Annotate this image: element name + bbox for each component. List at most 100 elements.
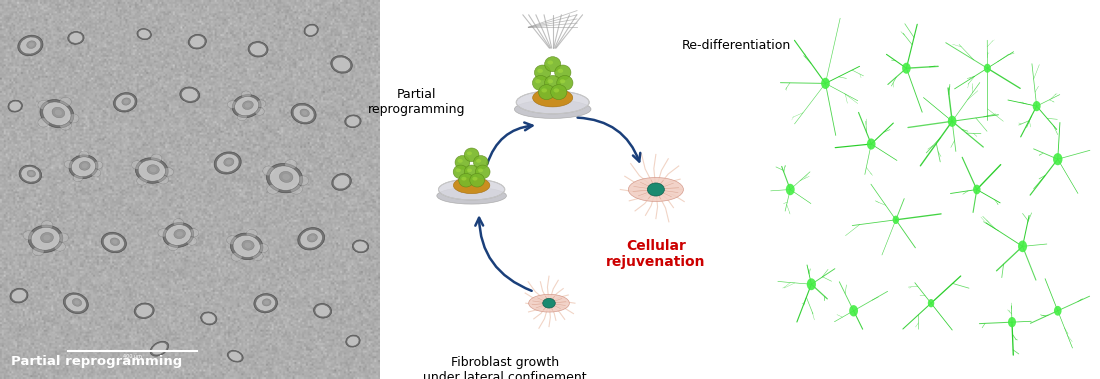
Ellipse shape <box>37 100 50 110</box>
Ellipse shape <box>806 278 816 290</box>
Ellipse shape <box>75 300 79 304</box>
Ellipse shape <box>315 305 330 317</box>
Ellipse shape <box>532 89 573 107</box>
Ellipse shape <box>182 88 198 101</box>
Ellipse shape <box>132 161 143 169</box>
Ellipse shape <box>134 303 154 319</box>
Ellipse shape <box>152 343 167 355</box>
Ellipse shape <box>136 177 147 185</box>
Ellipse shape <box>242 240 254 250</box>
Ellipse shape <box>66 294 86 312</box>
Ellipse shape <box>101 232 127 253</box>
Ellipse shape <box>233 235 261 257</box>
Ellipse shape <box>344 115 361 128</box>
Ellipse shape <box>256 100 266 108</box>
Ellipse shape <box>455 155 470 169</box>
Ellipse shape <box>31 227 59 250</box>
Ellipse shape <box>54 242 66 251</box>
Ellipse shape <box>187 237 197 245</box>
Ellipse shape <box>29 172 34 175</box>
Ellipse shape <box>242 101 253 110</box>
Ellipse shape <box>103 234 124 251</box>
Ellipse shape <box>23 231 34 240</box>
Ellipse shape <box>122 98 131 105</box>
Ellipse shape <box>37 118 50 127</box>
Ellipse shape <box>139 30 151 39</box>
Ellipse shape <box>267 185 279 194</box>
Ellipse shape <box>64 293 88 313</box>
Ellipse shape <box>241 91 251 99</box>
Ellipse shape <box>1008 317 1016 327</box>
Ellipse shape <box>439 179 505 200</box>
Ellipse shape <box>124 100 129 103</box>
Ellipse shape <box>230 233 263 260</box>
Ellipse shape <box>948 116 957 127</box>
Ellipse shape <box>437 188 506 204</box>
Ellipse shape <box>300 229 322 248</box>
Ellipse shape <box>26 41 36 49</box>
Ellipse shape <box>536 79 541 83</box>
Ellipse shape <box>532 75 549 91</box>
Ellipse shape <box>314 304 332 318</box>
Ellipse shape <box>558 69 563 73</box>
Ellipse shape <box>112 240 118 244</box>
Ellipse shape <box>11 290 26 302</box>
Ellipse shape <box>333 175 350 189</box>
Ellipse shape <box>228 101 238 108</box>
Ellipse shape <box>262 299 271 306</box>
Ellipse shape <box>28 170 35 177</box>
Ellipse shape <box>68 31 84 44</box>
Ellipse shape <box>453 165 468 179</box>
Ellipse shape <box>8 100 22 112</box>
Ellipse shape <box>292 103 316 124</box>
Ellipse shape <box>20 37 41 54</box>
Ellipse shape <box>234 97 258 116</box>
Ellipse shape <box>200 312 217 325</box>
Ellipse shape <box>113 92 136 112</box>
Ellipse shape <box>228 351 243 362</box>
Ellipse shape <box>537 69 543 73</box>
Ellipse shape <box>902 63 911 74</box>
Ellipse shape <box>470 174 484 187</box>
Ellipse shape <box>466 151 472 155</box>
Ellipse shape <box>290 185 303 194</box>
Ellipse shape <box>223 158 234 166</box>
Ellipse shape <box>190 36 205 48</box>
Ellipse shape <box>648 183 664 196</box>
Ellipse shape <box>983 64 991 73</box>
Ellipse shape <box>188 34 207 49</box>
Ellipse shape <box>529 294 570 312</box>
Ellipse shape <box>79 161 90 170</box>
Ellipse shape <box>475 165 490 179</box>
Ellipse shape <box>231 252 242 261</box>
Ellipse shape <box>544 75 561 91</box>
Text: Partial reprogramming: Partial reprogramming <box>11 355 183 368</box>
Ellipse shape <box>472 177 477 181</box>
Ellipse shape <box>263 166 275 176</box>
Ellipse shape <box>551 85 566 100</box>
Ellipse shape <box>74 174 82 182</box>
Ellipse shape <box>266 163 302 193</box>
Ellipse shape <box>33 247 44 256</box>
Ellipse shape <box>974 185 980 194</box>
Ellipse shape <box>294 105 313 122</box>
Ellipse shape <box>116 94 135 110</box>
Ellipse shape <box>151 154 162 163</box>
Ellipse shape <box>464 148 478 162</box>
Ellipse shape <box>135 158 168 183</box>
Ellipse shape <box>1053 153 1063 165</box>
Ellipse shape <box>232 95 261 117</box>
Ellipse shape <box>165 225 191 245</box>
Ellipse shape <box>297 176 309 185</box>
Ellipse shape <box>29 42 34 47</box>
Ellipse shape <box>255 108 264 115</box>
Ellipse shape <box>163 222 194 247</box>
Ellipse shape <box>279 171 293 182</box>
Ellipse shape <box>257 244 268 252</box>
Text: Fibroblast growth
under lateral confinement: Fibroblast growth under lateral confinem… <box>424 356 586 379</box>
Ellipse shape <box>331 56 352 73</box>
Ellipse shape <box>18 35 43 56</box>
Ellipse shape <box>466 168 472 172</box>
Ellipse shape <box>473 155 488 169</box>
Ellipse shape <box>110 238 120 246</box>
